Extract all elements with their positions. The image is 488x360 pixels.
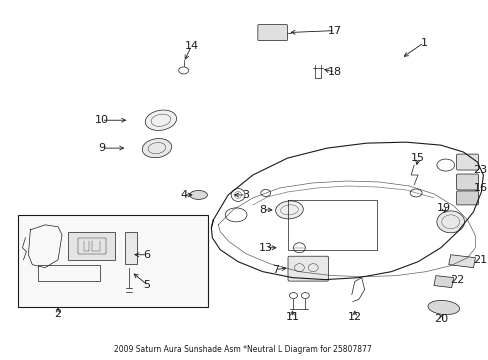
- Text: 7: 7: [271, 265, 279, 275]
- FancyBboxPatch shape: [456, 191, 477, 205]
- Text: 8: 8: [259, 205, 266, 215]
- Text: 19: 19: [436, 203, 450, 213]
- Text: 15: 15: [410, 153, 424, 163]
- Polygon shape: [433, 276, 453, 288]
- Text: 12: 12: [347, 312, 361, 323]
- Bar: [78, 238, 105, 254]
- Bar: [38, 265, 100, 280]
- Text: 20: 20: [433, 314, 447, 324]
- Text: 10: 10: [94, 115, 108, 125]
- FancyBboxPatch shape: [257, 24, 287, 41]
- Text: 3: 3: [242, 190, 249, 200]
- Text: 5: 5: [143, 280, 150, 289]
- Ellipse shape: [436, 211, 464, 233]
- Text: 22: 22: [449, 275, 464, 285]
- Bar: [125, 232, 137, 264]
- Text: 9: 9: [98, 143, 105, 153]
- Text: 18: 18: [327, 67, 342, 77]
- FancyBboxPatch shape: [456, 174, 477, 190]
- FancyBboxPatch shape: [287, 256, 328, 281]
- Text: 6: 6: [143, 250, 150, 260]
- Text: 23: 23: [472, 165, 487, 175]
- Ellipse shape: [142, 139, 171, 158]
- Text: 1: 1: [420, 37, 427, 48]
- Ellipse shape: [275, 201, 303, 219]
- Text: 14: 14: [184, 41, 198, 50]
- Bar: [68, 232, 115, 260]
- Ellipse shape: [145, 110, 176, 130]
- Text: 4: 4: [180, 190, 187, 200]
- Text: 17: 17: [327, 26, 342, 36]
- Text: 16: 16: [472, 183, 487, 193]
- Bar: [19, 215, 208, 306]
- Text: 2009 Saturn Aura Sunshade Asm *Neutral L Diagram for 25807877: 2009 Saturn Aura Sunshade Asm *Neutral L…: [113, 345, 370, 354]
- Text: 21: 21: [472, 255, 487, 265]
- Text: 13: 13: [258, 243, 272, 253]
- Text: 11: 11: [285, 312, 299, 323]
- Ellipse shape: [427, 301, 459, 315]
- Ellipse shape: [189, 190, 207, 199]
- Polygon shape: [448, 255, 474, 268]
- Text: 2: 2: [54, 310, 61, 319]
- FancyBboxPatch shape: [456, 154, 477, 170]
